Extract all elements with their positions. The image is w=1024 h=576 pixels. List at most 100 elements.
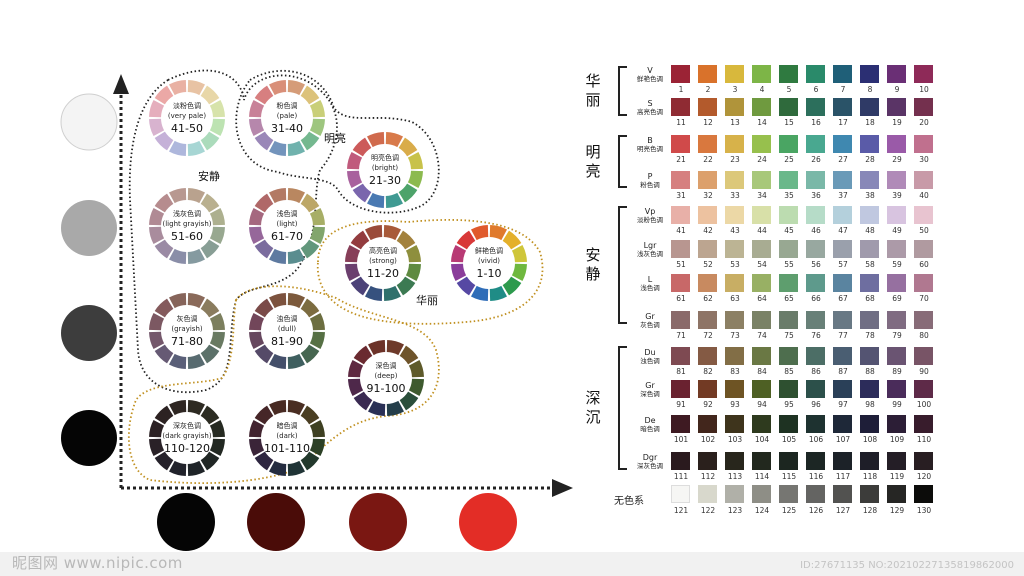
swatch-number: 117 [835,472,851,481]
swatch-number: 97 [838,400,848,409]
swatch-number: 57 [838,260,848,269]
wheel-bright: 明亮色调 (bright) 21-30 [347,132,423,208]
swatch [752,485,771,503]
wheel-segment [407,151,423,170]
wheel-segment [254,131,274,151]
wheel-segment [309,312,325,331]
swatch [779,135,798,153]
wheel-segment [300,405,320,425]
wheel-segment [154,239,174,259]
swatch-number: 80 [919,331,929,340]
swatch [671,274,690,292]
region-deep-outline [127,285,440,484]
wheel-segment [249,331,265,350]
x-axis-arrow [552,479,573,497]
wheel-segment [350,276,370,296]
swatch [806,485,825,503]
swatch [698,171,717,189]
wheel-segment [268,400,287,416]
wheel-segment [489,285,508,301]
swatch [887,240,906,258]
wheel-segment [502,276,522,296]
wheel-range: 61-70 [271,230,303,243]
wheel-segment [187,80,206,96]
swatch-number: 104 [754,435,770,444]
swatch-number: 36 [811,191,821,200]
wheel-segment [254,85,274,105]
wheel-segment [287,188,306,204]
wheel-segment [364,225,383,241]
swatch-number: 12 [703,118,713,127]
wheel-segment [254,344,274,364]
swatch [752,452,771,470]
swatch-number: 25 [784,155,794,164]
swatch [779,311,798,329]
swatch-number: 102 [700,435,716,444]
wheel-segment [300,451,320,471]
wheel-segment [268,188,287,204]
wheel-segment [353,345,373,365]
wheel-segment [149,118,165,137]
swatch-number: 6 [813,85,819,94]
wheel-segment [300,193,320,213]
swatch [698,240,717,258]
wheel-segment [187,188,206,204]
wheel-segment [396,276,416,296]
swatch-number: 49 [892,226,902,235]
swatch-number: 62 [703,294,713,303]
swatch [779,206,798,224]
wheel-name-en: (pale) [277,112,298,120]
swatch-number: 122 [700,506,716,515]
swatch-number: 3 [732,85,738,94]
wheel-segment [209,226,225,245]
row-code: V 鲜艳色调 [637,66,663,83]
swatch-number: 24 [757,155,767,164]
swatch-number: 119 [889,472,905,481]
row-code: Du 浊色调 [640,348,660,365]
swatch-number: 130 [916,506,932,515]
wheel-segment [149,438,165,457]
wheel-name-cn: 深色调 [376,361,397,370]
region-label-gorgeous: 华丽 [416,293,438,307]
swatch [806,240,825,258]
swatch-number: 77 [838,331,848,340]
wheel-segment [300,131,320,151]
wheel-very-pale: 淡粉色调 (very pale) 41-50 [149,80,225,156]
swatch-number: 87 [838,367,848,376]
swatch-number: 32 [703,191,713,200]
swatch-number: 38 [865,191,875,200]
swatch [806,98,825,116]
swatch-number: 92 [703,400,713,409]
wheel-segment [149,331,165,350]
wheel-segment [254,405,274,425]
swatch [725,347,744,365]
swatch-number: 114 [754,472,770,481]
wheel-name-cn: 深灰色调 [173,421,201,430]
wheel-segment [366,192,385,208]
group-bracket [618,66,627,116]
swatch-number: 65 [784,294,794,303]
swatch-number: 31 [676,191,686,200]
wheel-segment [249,419,265,438]
wheel-name-cn: 高亮色调 [369,246,397,255]
swatch [806,380,825,398]
wheel-segment [364,285,383,301]
wheel-segment [385,132,404,148]
swatch-number: 128 [862,506,878,515]
swatch [698,452,717,470]
swatch [860,65,879,83]
wheel-segment [511,263,527,282]
swatch [698,206,717,224]
swatch [914,206,933,224]
chroma-circle [349,493,407,551]
swatch-number: 56 [811,260,821,269]
wheel-name-en: (dark) [276,432,297,440]
swatch-number: 55 [784,260,794,269]
swatch-number: 88 [865,367,875,376]
swatch [779,65,798,83]
wheel-segment [383,285,402,301]
swatch [833,415,852,433]
swatch [860,485,879,503]
watermark-left: 昵图网 www.nipic.com [12,554,183,572]
swatch [725,206,744,224]
